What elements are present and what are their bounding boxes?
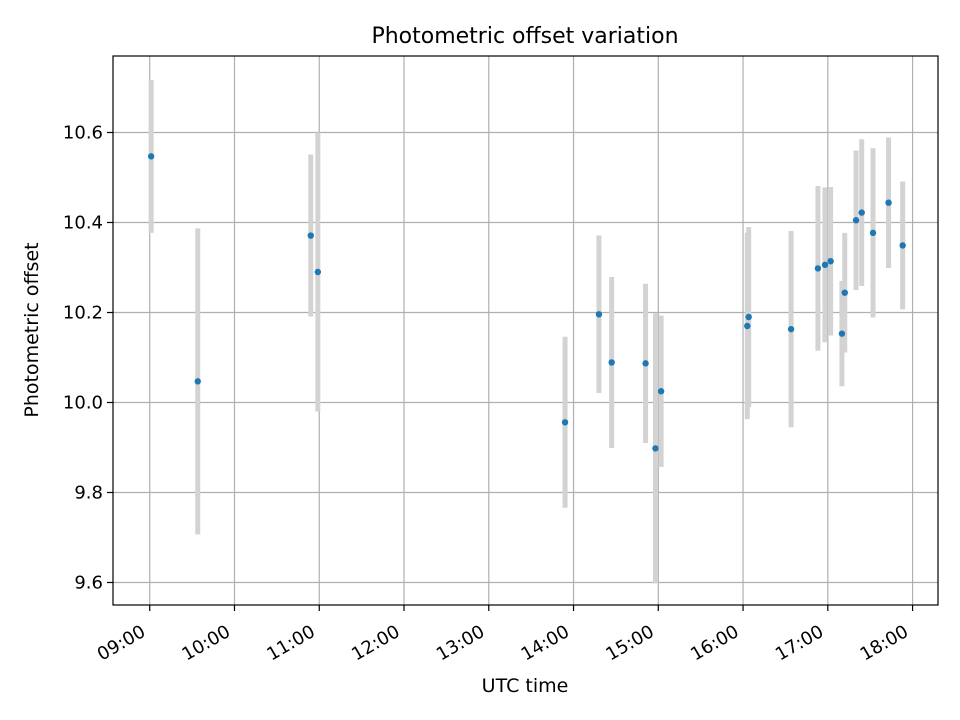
- y-tick-label: 9.8: [74, 483, 103, 504]
- data-point: [314, 268, 322, 276]
- y-tick-label: 10.2: [63, 303, 103, 324]
- y-axis-label: Photometric offset: [21, 242, 43, 417]
- x-tick-label: 17:00: [772, 621, 827, 665]
- data-point: [787, 325, 795, 333]
- data-point: [307, 232, 314, 239]
- x-tick-label: 10:00: [179, 621, 234, 665]
- y-tick-label: 10.6: [63, 123, 103, 144]
- data-point: [814, 265, 822, 272]
- data-point: [827, 258, 834, 265]
- data-point: [745, 313, 752, 321]
- x-tick-label: 16:00: [687, 621, 742, 665]
- x-tick-label: 15:00: [602, 621, 657, 665]
- x-tick-label: 13:00: [433, 621, 488, 665]
- y-axis-ticks: 9.6 9.8 10.0 10.2 10.4 10.6: [63, 123, 113, 594]
- data-point: [885, 199, 892, 206]
- data-point: [841, 289, 848, 296]
- x-tick-label: 12:00: [348, 621, 403, 665]
- plot-frame: [112, 55, 939, 606]
- data-point: [657, 388, 665, 395]
- data-point: [561, 419, 569, 426]
- x-tick-label: 11:00: [263, 621, 318, 665]
- chart-title: Photometric offset variation: [371, 24, 678, 49]
- x-tick-label: 09:00: [94, 621, 149, 665]
- x-axis-label: UTC time: [482, 675, 569, 697]
- x-axis-ticks: 09:00 10:00 11:00 12:00 13:00 14:00 15:00 16:00…: [94, 605, 914, 665]
- data-point: [652, 445, 659, 452]
- data-point: [147, 153, 155, 160]
- data-point: [744, 322, 751, 330]
- data-point: [595, 311, 603, 318]
- data-point: [852, 217, 860, 224]
- data-point: [642, 360, 649, 367]
- data-points: [147, 153, 906, 452]
- grid: [113, 56, 938, 605]
- data-point: [858, 209, 865, 216]
- y-tick-label: 10.4: [63, 213, 103, 234]
- y-tick-label: 9.6: [74, 573, 103, 594]
- x-tick-label: 18:00: [857, 621, 912, 665]
- data-point: [869, 229, 877, 237]
- data-point: [821, 261, 829, 268]
- data-point: [899, 242, 906, 249]
- x-tick-label: 14:00: [518, 621, 573, 665]
- data-point: [838, 330, 846, 337]
- y-tick-label: 10.0: [63, 393, 103, 414]
- data-point: [608, 359, 615, 366]
- data-point: [194, 378, 201, 385]
